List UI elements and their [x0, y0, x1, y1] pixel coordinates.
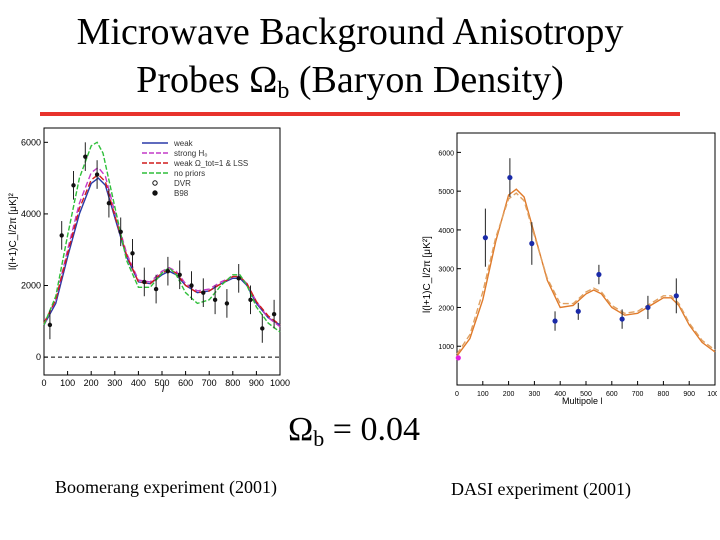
series-line: [456, 192, 716, 355]
x-tick-label: 1000: [270, 378, 290, 388]
legend-entry: strong H₀: [174, 149, 208, 158]
y-tick-label: 2000: [438, 305, 454, 312]
legend-marker: [152, 180, 158, 186]
y-tick-label: 3000: [438, 267, 454, 274]
data-point: [59, 233, 64, 238]
data-point: [645, 304, 651, 311]
data-point: [673, 293, 679, 299]
legend-marker: [152, 190, 158, 196]
title-suffix: (Baryon Density): [289, 59, 564, 101]
x-tick-label: 200: [503, 391, 515, 398]
legend-entry: no priors: [174, 169, 205, 178]
x-tick-label: 300: [107, 378, 122, 388]
omega-value: = 0.04: [324, 411, 420, 448]
y-tick-label: 5000: [438, 189, 454, 196]
caption-dasi: DASI experiment (2001): [451, 479, 631, 499]
x-tick-label: 500: [154, 378, 169, 388]
legend-entry: weak Ω_tot=1 & LSS: [173, 159, 248, 168]
dasi-y-axis-label: l(l+1)C_l/2π [μK²]: [422, 236, 433, 313]
data-point: [83, 154, 88, 159]
x-tick-label: 400: [554, 391, 566, 398]
data-point: [106, 200, 112, 206]
data-point: [236, 276, 241, 281]
y-tick-label: 2000: [21, 281, 41, 291]
data-point: [94, 172, 100, 177]
data-point: [177, 272, 182, 277]
y-tick-label: 0: [36, 352, 41, 362]
data-point: [248, 297, 253, 303]
data-point: [455, 355, 461, 361]
title-underline-rule: [40, 112, 680, 116]
title-omega: Probes Ω: [136, 59, 278, 101]
data-point: [118, 229, 123, 235]
x-tick-label: 700: [632, 391, 644, 398]
data-point: [552, 318, 558, 324]
caption-boomerang: Boomerang experiment (2001): [55, 477, 277, 497]
y-tick-label: 4000: [21, 209, 41, 219]
legend-entry: weak: [173, 139, 194, 148]
title-line-1: Microwave Background Anisotropy: [76, 11, 624, 53]
x-tick-label: 600: [606, 391, 618, 398]
omega-symbol: Ω: [288, 411, 314, 448]
data-point: [165, 268, 171, 274]
dasi-plot-frame: [456, 132, 716, 386]
x-tick-label: 200: [84, 378, 99, 388]
data-point: [130, 251, 135, 256]
x-tick-label: 600: [178, 378, 193, 388]
dasi-x-axis-label: Multipole l: [562, 396, 603, 406]
data-point: [507, 174, 513, 181]
data-point: [529, 240, 535, 247]
slide-title: Microwave Background Anisotropy Probes Ω…: [0, 8, 700, 115]
data-point: [575, 308, 581, 314]
x-tick-label: 0: [455, 391, 459, 398]
data-point: [201, 290, 206, 295]
data-point: [619, 316, 625, 322]
y-tick-label: 6000: [21, 137, 41, 147]
x-tick-label: 900: [683, 391, 695, 398]
x-tick-label: 1000: [707, 391, 717, 398]
x-tick-label: 700: [202, 378, 217, 388]
y-tick-label: 6000: [438, 150, 454, 157]
data-point: [153, 286, 159, 292]
omega-sub: b: [313, 426, 325, 451]
omega-b-equation: Ωb = 0.04: [288, 410, 420, 459]
x-tick-label: 400: [131, 378, 146, 388]
data-point: [189, 283, 194, 288]
legend-entry: B98: [174, 189, 189, 198]
title-omega-sub: b: [277, 78, 290, 104]
x-tick-label: 500: [580, 391, 592, 398]
boomerang-x-axis-label: l: [162, 384, 165, 395]
data-point: [260, 326, 265, 331]
data-point: [271, 311, 277, 317]
x-tick-label: 300: [529, 391, 541, 398]
x-tick-label: 100: [60, 378, 75, 388]
dasi-chart: l(l+1)C_l/2π [μK²] Multipole l 0 100 200 30…: [422, 132, 717, 406]
x-tick-label: 100: [477, 391, 489, 398]
y-tick-label: 4000: [438, 228, 454, 235]
x-tick-label: 800: [658, 391, 670, 398]
series-line: [43, 141, 281, 333]
title-line-2: Probes Ωb (Baryon Density): [0, 56, 700, 115]
data-point: [71, 183, 76, 188]
x-tick-label: 900: [249, 378, 264, 388]
series-line: [43, 177, 281, 326]
legend-entry: DVR: [174, 179, 191, 188]
x-tick-label: 0: [41, 378, 46, 388]
data-point: [224, 301, 230, 306]
data-point: [142, 279, 147, 285]
data-point: [482, 235, 488, 241]
data-point: [212, 297, 218, 303]
series-line: [456, 188, 716, 357]
data-point: [596, 271, 602, 278]
data-point: [47, 322, 53, 328]
y-tick-label: 1000: [438, 344, 454, 351]
x-tick-label: 800: [225, 378, 240, 388]
boomerang-y-axis-label: l(l+1)C_l/2π [μK]²: [8, 192, 19, 270]
